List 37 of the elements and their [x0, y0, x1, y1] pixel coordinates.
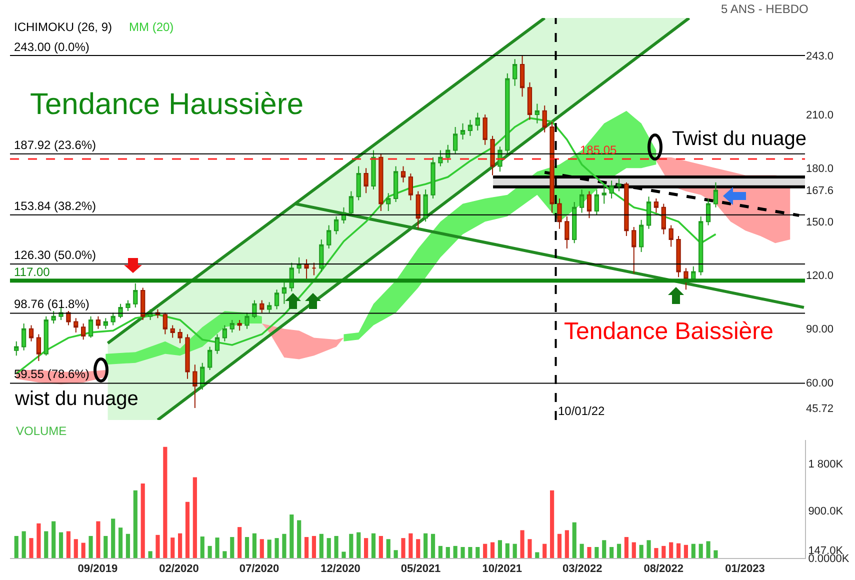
y-tick-label: 210.0 — [806, 109, 834, 122]
x-tick-label: 02/2020 — [159, 563, 199, 576]
x-tick-label: 03/2022 — [562, 563, 602, 576]
ref-line-label: 98.76 (61.8%) — [14, 297, 90, 311]
annotation: Tendance Haussière — [30, 88, 304, 121]
ref-line-label: 185.05 — [580, 143, 618, 157]
annotation: Twist du nuage — [672, 128, 807, 150]
chart-title: VOLUME — [16, 424, 67, 438]
y-tick-label: 45.72 — [806, 402, 834, 415]
ref-line-label: 126.30 (50.0%) — [14, 248, 96, 262]
y-tick-label: 167.6 — [806, 185, 834, 198]
y-tick-label: 90.00 — [806, 324, 834, 336]
ref-line-label: 59.55 (78.6%) — [14, 367, 90, 381]
x-tick-label: 07/2020 — [239, 563, 280, 576]
y-tick-label: 180.0 — [806, 162, 834, 175]
ref-line-label: 153.84 (38.2%) — [14, 199, 96, 213]
ref-line-label: 243.00 (0.0%) — [14, 40, 90, 54]
ref-line-label: 187.92 (23.6%) — [14, 138, 96, 152]
y-tick-label: 900.0K — [808, 506, 844, 518]
y-tick-label: 60.00 — [806, 377, 834, 390]
text: 5 ANS - HEBDO — [721, 2, 808, 16]
text: MM (20) — [129, 20, 174, 34]
x-tick-label: 10/2021 — [482, 563, 522, 576]
x-tick-label: 09/2019 — [78, 563, 118, 576]
x-tick-label: 05/2021 — [400, 563, 441, 576]
y-tick-label: 150.0 — [806, 216, 834, 229]
x-tick-label: 12/2020 — [320, 563, 360, 576]
ref-line-label: 10/01/22 — [558, 404, 606, 418]
annotation: wist du nuage — [14, 388, 138, 410]
y-tick-label: 243.0 — [806, 50, 834, 62]
annotation: ICHIMOKU (26, 9) — [14, 20, 112, 34]
annotation: Tendance Baissière — [564, 318, 774, 345]
x-tick-label: 08/2022 — [644, 563, 684, 576]
y-tick-label: 120.0 — [806, 270, 834, 282]
x-tick-label: 01/2023 — [725, 563, 765, 576]
y-tick-label: 1 800K — [808, 458, 844, 470]
ref-line-label: 117.00 — [14, 265, 50, 279]
